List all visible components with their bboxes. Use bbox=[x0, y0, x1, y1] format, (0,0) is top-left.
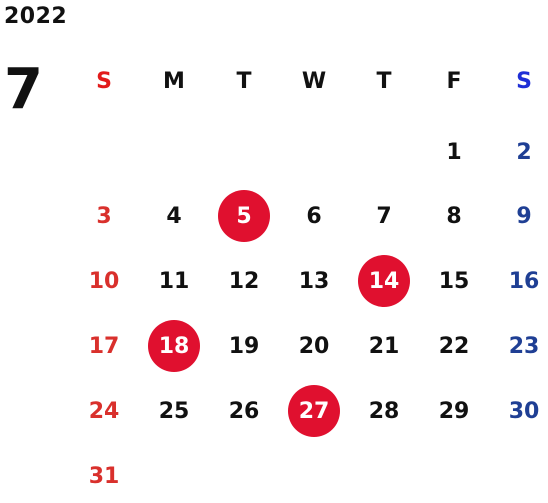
day-6[interactable]: 6 bbox=[306, 203, 322, 229]
highlighted-day-27[interactable]: 27 bbox=[288, 385, 340, 437]
day-28[interactable]: 28 bbox=[368, 398, 400, 424]
day-17[interactable]: 17 bbox=[88, 333, 120, 359]
weekday-header-2: T bbox=[236, 68, 252, 94]
day-8[interactable]: 8 bbox=[446, 203, 462, 229]
day-9[interactable]: 9 bbox=[516, 203, 532, 229]
day-15[interactable]: 15 bbox=[438, 268, 470, 294]
day-1[interactable]: 1 bbox=[446, 139, 462, 165]
weekday-header-1: M bbox=[163, 68, 185, 94]
day-2[interactable]: 2 bbox=[516, 139, 532, 165]
highlighted-day-5[interactable]: 5 bbox=[218, 190, 270, 242]
weekday-header-6: S bbox=[516, 68, 532, 94]
day-16[interactable]: 16 bbox=[508, 268, 540, 294]
month-label: 7 bbox=[4, 57, 43, 122]
highlighted-day-18[interactable]: 18 bbox=[148, 320, 200, 372]
day-29[interactable]: 29 bbox=[438, 398, 470, 424]
day-21[interactable]: 21 bbox=[368, 333, 400, 359]
day-7[interactable]: 7 bbox=[376, 203, 392, 229]
day-20[interactable]: 20 bbox=[298, 333, 330, 359]
weekday-header-3: W bbox=[301, 68, 327, 94]
weekday-header-5: F bbox=[446, 68, 462, 94]
day-13[interactable]: 13 bbox=[298, 268, 330, 294]
day-30[interactable]: 30 bbox=[508, 398, 540, 424]
day-31[interactable]: 31 bbox=[88, 463, 120, 489]
day-19[interactable]: 19 bbox=[228, 333, 260, 359]
weekday-header-4: T bbox=[376, 68, 392, 94]
day-11[interactable]: 11 bbox=[158, 268, 190, 294]
year-label: 2022 bbox=[4, 4, 68, 29]
highlighted-day-14[interactable]: 14 bbox=[358, 255, 410, 307]
day-4[interactable]: 4 bbox=[166, 203, 182, 229]
day-22[interactable]: 22 bbox=[438, 333, 470, 359]
day-10[interactable]: 10 bbox=[88, 268, 120, 294]
day-3[interactable]: 3 bbox=[96, 203, 112, 229]
weekday-header-0: S bbox=[96, 68, 112, 94]
day-25[interactable]: 25 bbox=[158, 398, 190, 424]
day-12[interactable]: 12 bbox=[228, 268, 260, 294]
day-23[interactable]: 23 bbox=[508, 333, 540, 359]
day-24[interactable]: 24 bbox=[88, 398, 120, 424]
day-26[interactable]: 26 bbox=[228, 398, 260, 424]
